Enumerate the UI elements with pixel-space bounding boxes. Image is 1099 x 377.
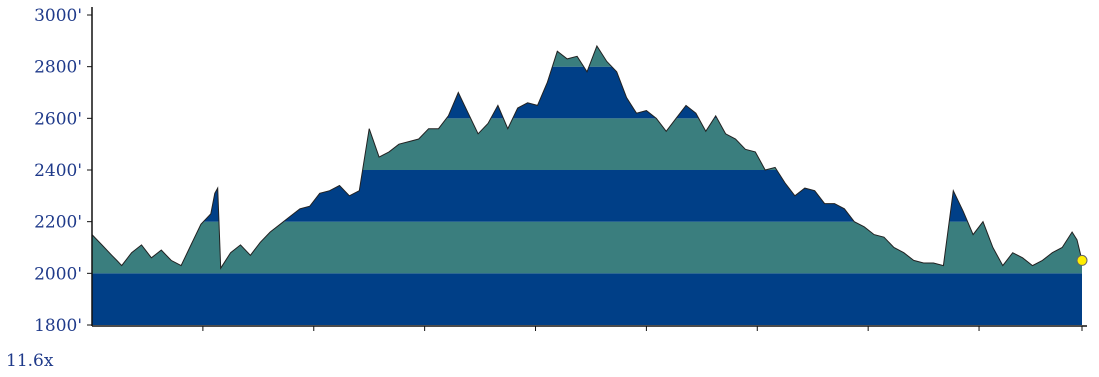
profile-outline-layer xyxy=(91,44,1083,270)
y-tick-label: 3000' xyxy=(34,6,82,26)
y-tick-label: 2200' xyxy=(34,213,82,233)
y-tick-label: 1800' xyxy=(34,316,82,336)
tick-labels: 1800' 2000' 2200' 2400' 2600' 2800' 3000' xyxy=(34,6,82,336)
position-marker[interactable] xyxy=(1076,254,1088,266)
elevation-band xyxy=(92,221,1082,274)
elevation-profile-line xyxy=(91,44,1083,270)
elevation-band xyxy=(92,46,1082,67)
y-tick-label: 2800' xyxy=(34,58,82,78)
elevation-band xyxy=(92,118,1082,170)
marker-layer xyxy=(1076,254,1088,266)
elevation-bands xyxy=(92,46,1082,325)
elevation-band xyxy=(92,66,1082,119)
elevation-band xyxy=(92,170,1082,222)
y-tick-label: 2400' xyxy=(34,161,82,181)
elevation-band xyxy=(92,273,1082,325)
y-tick-label: 2600' xyxy=(34,109,82,129)
y-tick-label: 2000' xyxy=(34,264,82,284)
zoom-level-label: 11.6x xyxy=(6,351,54,371)
axes xyxy=(87,7,1087,331)
